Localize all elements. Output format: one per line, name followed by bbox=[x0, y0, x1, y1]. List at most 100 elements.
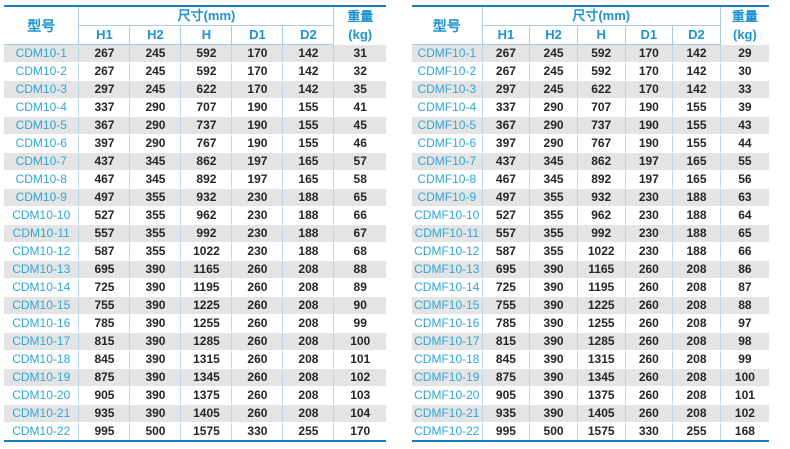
value-cell: 1255 bbox=[180, 314, 232, 333]
col-header-h2: H2 bbox=[129, 25, 181, 45]
model-cell: CDM10-12 bbox=[4, 242, 79, 261]
value-cell: 390 bbox=[129, 350, 181, 369]
value-cell: 255 bbox=[672, 422, 721, 442]
value-cell: 188 bbox=[282, 224, 334, 243]
col-header-d2: D2 bbox=[672, 25, 721, 45]
table-row: CDMF10-9 497 355 932 230 188 63 bbox=[412, 188, 769, 207]
model-cell: CDM10-3 bbox=[4, 80, 79, 99]
value-cell: 337 bbox=[78, 98, 130, 117]
value-cell: 992 bbox=[576, 224, 626, 243]
value-cell: 437 bbox=[78, 152, 130, 171]
model-cell: CDMF10-7 bbox=[412, 152, 483, 171]
value-cell: 102 bbox=[333, 368, 386, 387]
value-cell: 87 bbox=[719, 278, 769, 297]
value-cell: 695 bbox=[78, 260, 130, 279]
value-cell: 1195 bbox=[180, 278, 232, 297]
value-cell: 785 bbox=[78, 314, 130, 333]
value-cell: 390 bbox=[529, 368, 578, 387]
value-cell: 390 bbox=[529, 278, 578, 297]
value-cell: 142 bbox=[282, 62, 334, 81]
value-cell: 230 bbox=[231, 242, 283, 261]
value-cell: 1575 bbox=[180, 422, 232, 442]
value-cell: 1285 bbox=[576, 332, 626, 351]
value-cell: 190 bbox=[231, 134, 283, 153]
value-cell: 208 bbox=[282, 296, 334, 315]
value-cell: 467 bbox=[481, 170, 530, 189]
value-cell: 390 bbox=[529, 332, 578, 351]
value-cell: 101 bbox=[719, 386, 769, 405]
value-cell: 345 bbox=[129, 152, 181, 171]
value-cell: 208 bbox=[672, 314, 721, 333]
value-cell: 932 bbox=[576, 188, 626, 207]
table-row: CDMF10-1 267 245 592 170 142 29 bbox=[412, 44, 769, 63]
value-cell: 208 bbox=[282, 332, 334, 351]
dimensions-group-header: 尺寸(mm) bbox=[78, 6, 334, 26]
value-cell: 63 bbox=[719, 188, 769, 207]
value-cell: 1225 bbox=[576, 296, 626, 315]
value-cell: 892 bbox=[576, 170, 626, 189]
model-cell: CDMF10-17 bbox=[412, 332, 483, 351]
value-cell: 208 bbox=[672, 332, 721, 351]
col-header-h: H bbox=[180, 25, 232, 45]
table-header: 型号 尺寸(mm) 重量 (kg) H1 H2 H D1 D2 bbox=[4, 6, 386, 45]
model-cell: CDMF10-12 bbox=[412, 242, 483, 261]
model-cell: CDMF10-10 bbox=[412, 206, 483, 225]
value-cell: 527 bbox=[481, 206, 530, 225]
value-cell: 390 bbox=[529, 260, 578, 279]
col-header-h1: H1 bbox=[78, 25, 130, 45]
value-cell: 245 bbox=[129, 62, 181, 81]
model-cell: CDMF10-2 bbox=[412, 62, 483, 81]
value-cell: 208 bbox=[672, 278, 721, 297]
value-cell: 165 bbox=[672, 170, 721, 189]
value-cell: 56 bbox=[719, 170, 769, 189]
model-cell: CDMF10-8 bbox=[412, 170, 483, 189]
model-cell: CDM10-21 bbox=[4, 404, 79, 423]
value-cell: 1375 bbox=[180, 386, 232, 405]
table-row: CDMF10-19 875 390 1345 260 208 100 bbox=[412, 368, 769, 387]
value-cell: 995 bbox=[481, 422, 530, 442]
value-cell: 527 bbox=[78, 206, 130, 225]
value-cell: 345 bbox=[129, 170, 181, 189]
value-cell: 170 bbox=[231, 62, 283, 81]
model-cell: CDMF10-6 bbox=[412, 134, 483, 153]
value-cell: 88 bbox=[333, 260, 386, 279]
table-body: CDM10-1 267 245 592 170 142 31 CDM10-2 267 245 592… bbox=[4, 44, 386, 442]
table-row: CDMF10-12 587 355 1022 230 188 66 bbox=[412, 242, 769, 261]
value-cell: 190 bbox=[231, 98, 283, 117]
model-cell: CDM10-19 bbox=[4, 368, 79, 387]
value-cell: 142 bbox=[672, 44, 721, 63]
value-cell: 86 bbox=[719, 260, 769, 279]
table-row: CDMF10-3 297 245 622 170 142 33 bbox=[412, 80, 769, 99]
value-cell: 1375 bbox=[576, 386, 626, 405]
value-cell: 260 bbox=[231, 314, 283, 333]
value-cell: 230 bbox=[624, 188, 673, 207]
model-cell: CDMF10-3 bbox=[412, 80, 483, 99]
value-cell: 66 bbox=[719, 242, 769, 261]
value-cell: 188 bbox=[672, 242, 721, 261]
value-cell: 935 bbox=[481, 404, 530, 423]
value-cell: 208 bbox=[282, 368, 334, 387]
table-row: CDM10-18 845 390 1315 260 208 101 bbox=[4, 350, 386, 369]
value-cell: 390 bbox=[129, 386, 181, 405]
value-cell: 355 bbox=[529, 242, 578, 261]
table-row: CDMF10-2 267 245 592 170 142 30 bbox=[412, 62, 769, 81]
value-cell: 767 bbox=[180, 134, 232, 153]
value-cell: 155 bbox=[282, 116, 334, 135]
value-cell: 330 bbox=[231, 422, 283, 442]
table-row: CDMF10-22 995 500 1575 330 255 168 bbox=[412, 422, 769, 442]
value-cell: 815 bbox=[78, 332, 130, 351]
model-cell: CDMF10-20 bbox=[412, 386, 483, 405]
value-cell: 35 bbox=[333, 80, 386, 99]
table-body: CDMF10-1 267 245 592 170 142 29 CDMF10-2 267 245 5… bbox=[412, 44, 769, 442]
value-cell: 245 bbox=[529, 80, 578, 99]
model-cell: CDM10-20 bbox=[4, 386, 79, 405]
table-header: 型号 尺寸(mm) 重量 (kg) H1 H2 H D1 D2 bbox=[412, 6, 769, 45]
model-cell: CDM10-22 bbox=[4, 422, 79, 442]
value-cell: 260 bbox=[231, 296, 283, 315]
value-cell: 862 bbox=[180, 152, 232, 171]
value-cell: 500 bbox=[129, 422, 181, 442]
value-cell: 230 bbox=[231, 206, 283, 225]
value-cell: 785 bbox=[481, 314, 530, 333]
value-cell: 188 bbox=[672, 224, 721, 243]
value-cell: 355 bbox=[129, 188, 181, 207]
